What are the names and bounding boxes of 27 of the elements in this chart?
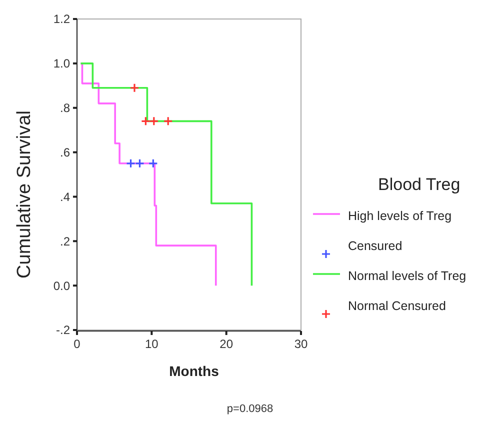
legend-title: Blood Treg xyxy=(378,175,460,194)
y-tick-label: 1.2 xyxy=(53,12,70,26)
y-tick-label: .4 xyxy=(60,190,70,204)
y-tick-label: 0.0 xyxy=(53,278,70,293)
point xyxy=(163,116,173,126)
point xyxy=(148,158,158,168)
y-tick-label: .2 xyxy=(60,234,70,248)
text: p=0.0968 xyxy=(226,403,274,415)
point xyxy=(130,83,140,93)
legend-label: Normal levels of Treg xyxy=(348,269,466,283)
legend-label: Censured xyxy=(348,239,402,253)
x-tick-label: 10 xyxy=(144,337,159,351)
y-tick-label: .8 xyxy=(60,101,70,116)
x-tick-label: 30 xyxy=(294,337,308,351)
point xyxy=(126,158,136,168)
y-axis-title: Cumulative Survival xyxy=(14,110,35,278)
x-tick-label: 20 xyxy=(220,337,234,351)
y-tick-label: 1.0 xyxy=(53,56,70,71)
point xyxy=(149,116,159,126)
y-tick-label: -.2 xyxy=(56,323,70,338)
legend-label: High levels of Treg xyxy=(348,209,452,223)
point xyxy=(134,158,145,168)
y-tick-label: .6 xyxy=(60,145,70,160)
legend-label: Normal Censured xyxy=(348,299,446,313)
x-tick-label: 0 xyxy=(74,337,81,351)
point xyxy=(140,116,150,126)
x-axis-title: Months xyxy=(169,363,220,379)
